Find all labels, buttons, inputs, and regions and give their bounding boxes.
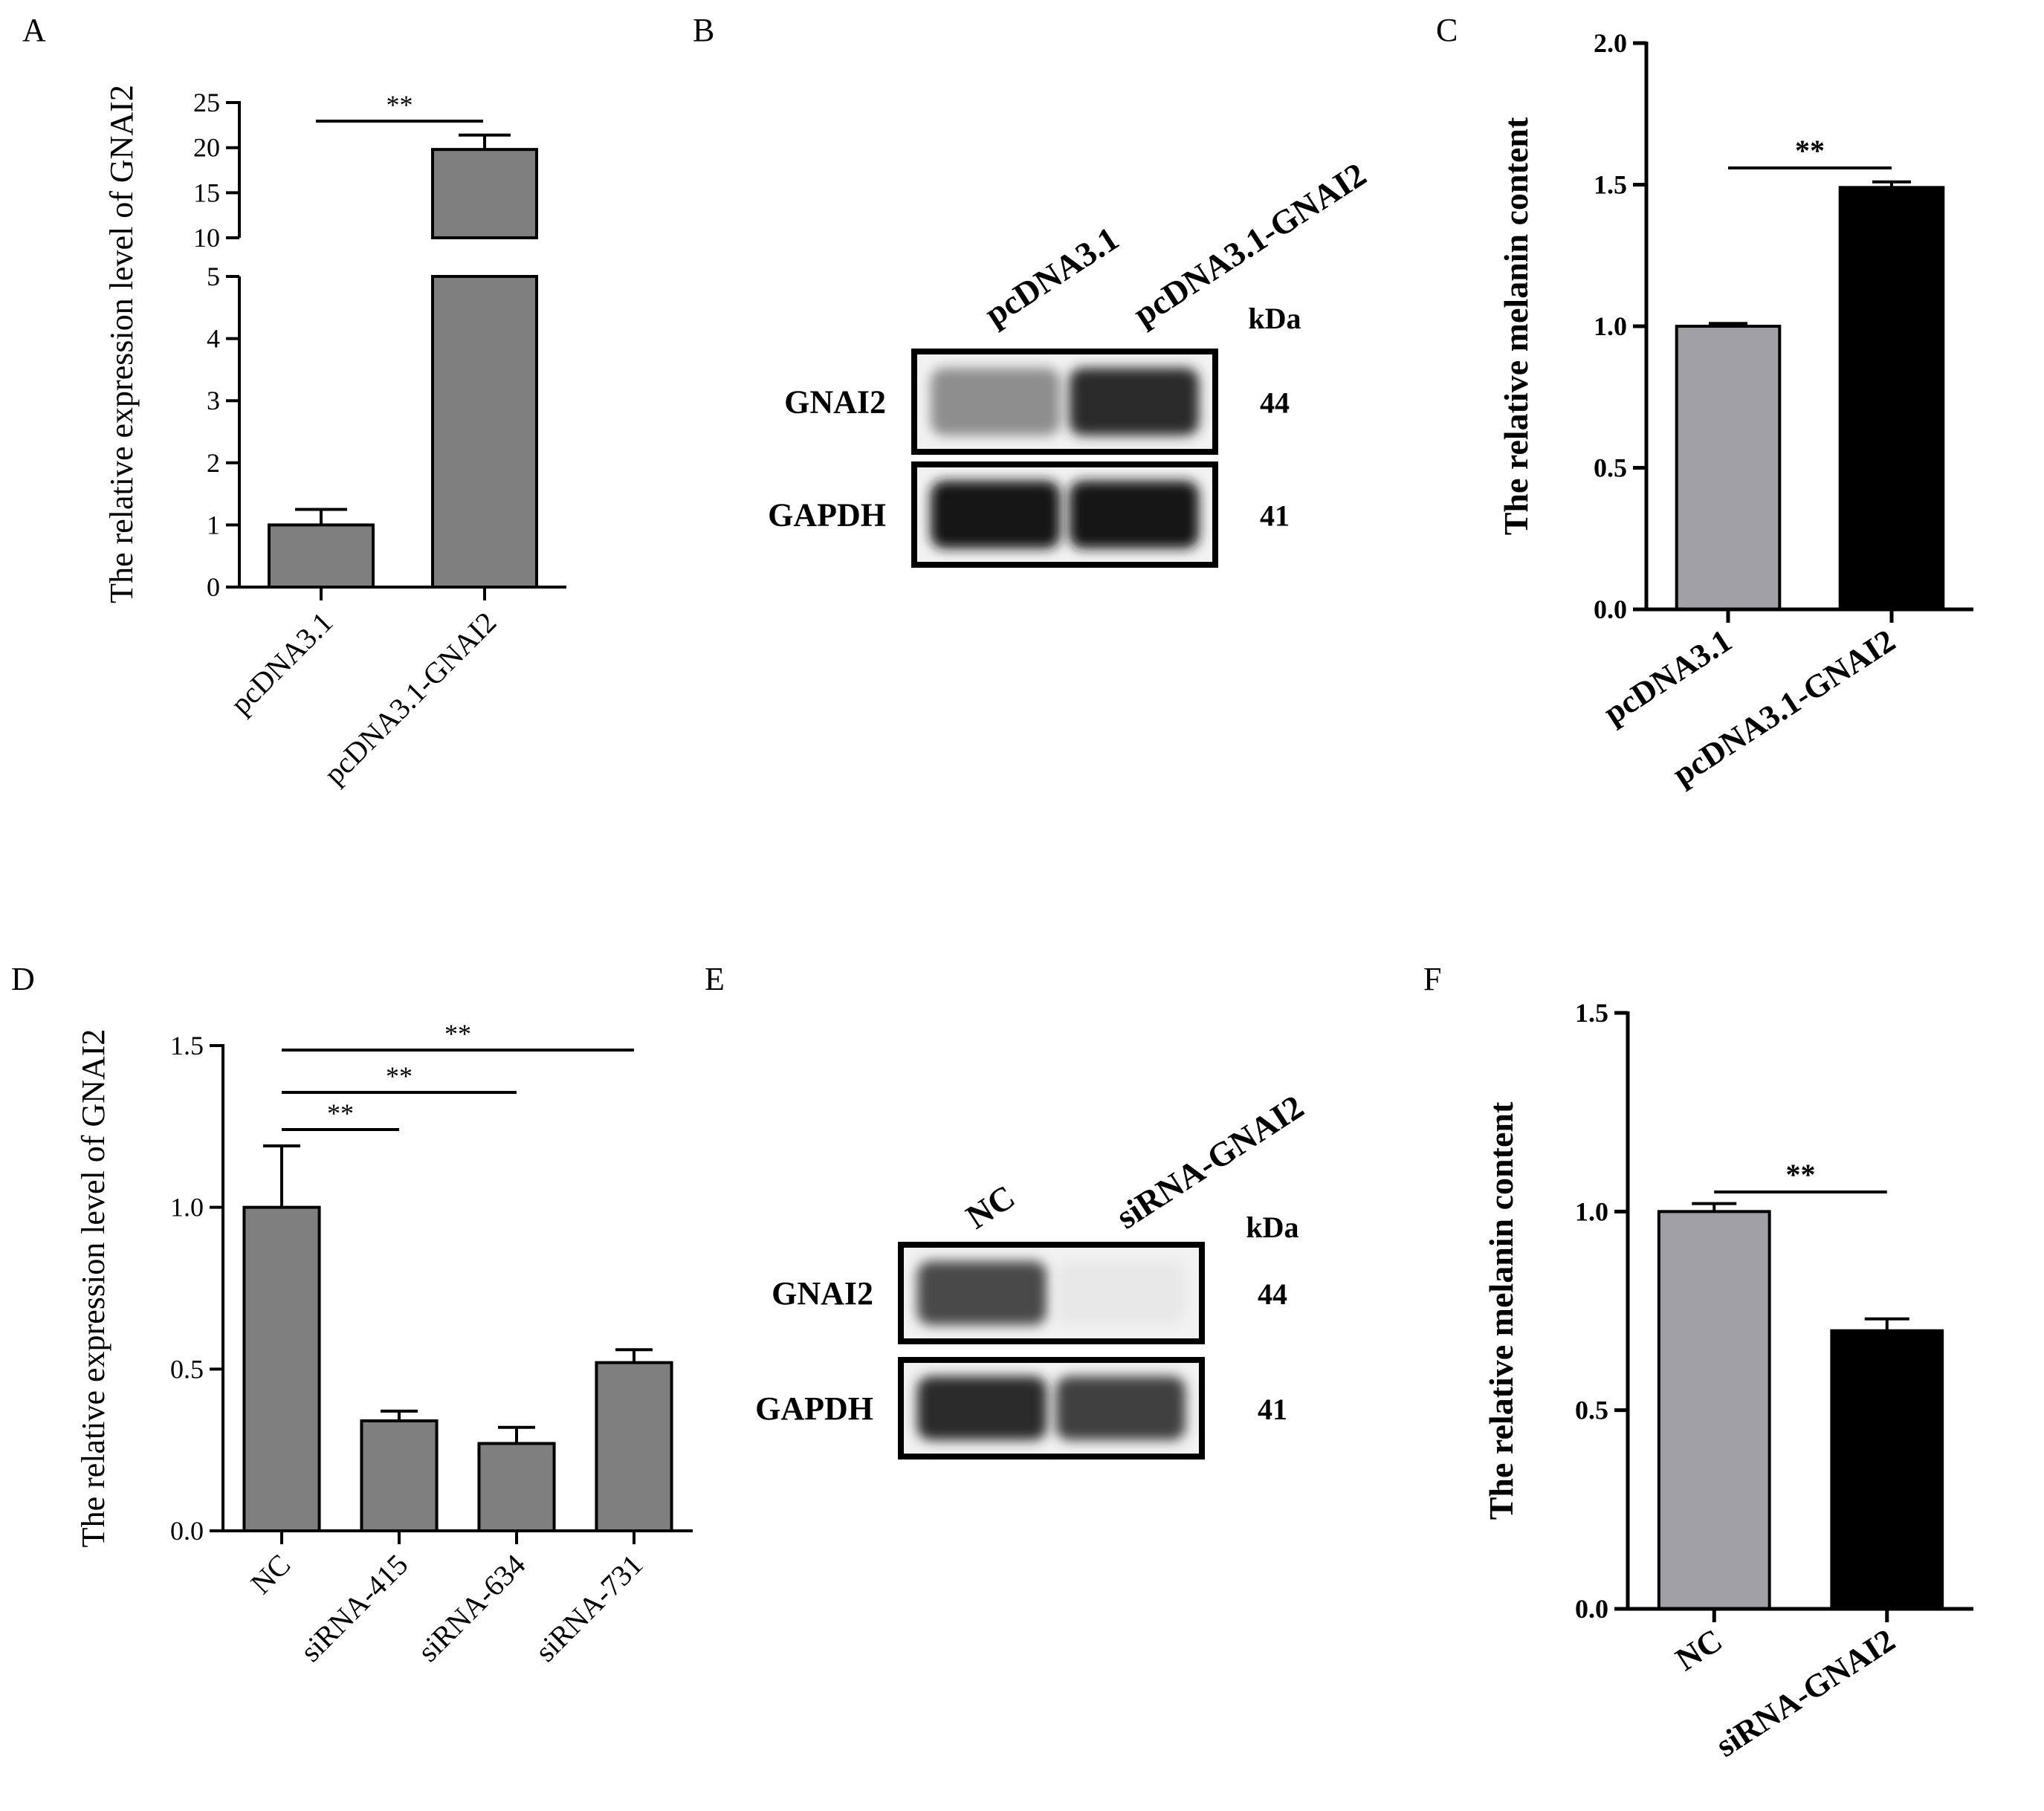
panel-e-band-gnai2-nc [917, 1261, 1047, 1325]
panel-c-label: C [1436, 12, 1458, 48]
panel-f-ytick-label-0-0: 0.0 [1575, 1594, 1608, 1624]
panel-a-label: A [22, 12, 46, 48]
panel-d-ytick-label-1-0: 1.0 [170, 1193, 204, 1222]
panel-a-ytick-label-20: 20 [193, 133, 220, 163]
panel-f-xlabel-sirna-gnai2: siRNA-GNAI2 [1710, 1622, 1901, 1764]
panel-a-significance-label-0: ** [387, 90, 413, 120]
panel-f-significance-label-0: ** [1786, 1158, 1816, 1191]
panel-c-ytick-label-0-0: 0.0 [1594, 595, 1627, 624]
panel-c-xlabel-pcdna3-1: pcDNA3.1 [1597, 622, 1739, 731]
panel-c-chart: pcDNA3.1pcDNA3.1-GNAI20.00.51.01.52.0The… [1497, 28, 1973, 793]
panel-a-bar-pcdna3-1 [268, 523, 375, 589]
panel-a-y-axis-title: The relative expression level of GNAI2 [103, 85, 140, 603]
panel-f-y-axis-title: The relative melanin content [1482, 1101, 1520, 1520]
panel-e-kda-value-gapdh: 41 [1258, 1393, 1287, 1426]
panel-c-ytick-label-2-0: 2.0 [1594, 28, 1627, 58]
panel-d-significance-label-0: ** [327, 1098, 354, 1128]
panel-c-ytick-label-0-5: 0.5 [1594, 453, 1627, 483]
panel-d-ytick-label-0-0: 0.0 [170, 1516, 204, 1546]
panel-f-ytick-label-1-0: 1.0 [1575, 1196, 1608, 1226]
panel-b-kda-value-gapdh: 41 [1260, 499, 1290, 533]
panel-f-bar-nc [1657, 1210, 1771, 1611]
panel-a-ytick-label-15: 15 [193, 178, 220, 207]
panel-e-label: E [705, 961, 725, 997]
panel-d-bar-sirna-731 [595, 1361, 673, 1533]
panel-a-ytick-label-4: 4 [207, 324, 220, 354]
panel-f-ytick-label-0-5: 0.5 [1575, 1396, 1608, 1425]
panel-d-xlabel-sirna-415: siRNA-415 [294, 1548, 414, 1668]
panel-d-ytick-label-1-5: 1.5 [170, 1031, 204, 1060]
panel-e-protein-label-gapdh: GAPDH [755, 1390, 873, 1427]
panel-e-kda-header: kDa [1246, 1211, 1298, 1244]
panel-a-ytick-label-0: 0 [207, 572, 220, 602]
panel-b-kda-header: kDa [1248, 302, 1301, 335]
panel-d-bar-sirna-634 [477, 1442, 556, 1532]
panel-f-label: F [1423, 961, 1441, 997]
panel-e-band-gapdh-nc [917, 1376, 1047, 1440]
panel-b-band-gapdh-pcdna3-1-gnai2 [1069, 481, 1199, 548]
panel-a-bar-pcdna3-1-gnai2-lower [431, 275, 538, 589]
panel-a-ytick-label-3: 3 [207, 386, 220, 415]
panel-a-xlabel-pcdna3-1-gnai2: pcDNA3.1-GNAI2 [317, 606, 502, 791]
panel-d-xlabel-sirna-731: siRNA-731 [528, 1548, 649, 1668]
panel-d-bar-sirna-415 [360, 1419, 439, 1533]
panel-d-xlabel-sirna-634: siRNA-634 [411, 1548, 531, 1668]
panel-b-band-gapdh-pcdna3-1 [931, 481, 1061, 548]
panel-c-y-axis-title: The relative melanin content [1497, 117, 1535, 535]
panel-b-protein-label-gnai2: GNAI2 [784, 384, 886, 421]
panel-b-kda-value-gnai2: 44 [1260, 386, 1290, 420]
panel-d-y-axis-title: The relative expression level of GNAI2 [75, 1029, 111, 1548]
panel-d-bar-nc [242, 1205, 321, 1532]
panel-d-label: D [11, 961, 35, 997]
panel-a-ytick-label-1: 1 [207, 510, 220, 540]
panel-a-ytick-label-2: 2 [207, 448, 220, 478]
panel-e-lane-label-nc: NC [960, 1177, 1022, 1236]
panel-f-ytick-label-1-5: 1.5 [1575, 998, 1608, 1028]
panel-b-label: B [693, 12, 714, 48]
panel-a-ytick-label-5: 5 [207, 262, 220, 291]
panel-d-xlabel-nc: NC [244, 1548, 297, 1601]
panel-d-ytick-label-0-5: 0.5 [170, 1354, 204, 1384]
panel-b-band-gnai2-pcdna3-1-gnai2 [1069, 368, 1199, 435]
panel-b-band-gnai2-pcdna3-1 [931, 368, 1061, 435]
panel-c-ytick-label-1-0: 1.0 [1594, 311, 1627, 341]
panel-a-ytick-label-25: 25 [193, 88, 220, 117]
panel-b-lane-label-pcdna3-1: pcDNA3.1 [978, 219, 1125, 333]
panel-f-xlabel-nc: NC [1669, 1622, 1729, 1678]
panel-f-bar-sirna-gnai2 [1830, 1329, 1944, 1610]
panel-c-ytick-label-1-5: 1.5 [1594, 170, 1627, 200]
panel-c-bar-pcdna3-1 [1675, 325, 1782, 611]
panel-a-bar-pcdna3-1-gnai2-upper [431, 148, 538, 240]
panel-c-significance-label-0: ** [1795, 134, 1825, 167]
panel-e-kda-value-gnai2: 44 [1258, 1277, 1287, 1311]
panel-e-band-gnai2-sirna-gnai2 [1055, 1261, 1186, 1325]
panel-b-protein-label-gapdh: GAPDH [768, 497, 886, 534]
panel-c-bar-pcdna3-1-gnai2 [1838, 186, 1945, 611]
panel-e-protein-label-gnai2: GNAI2 [772, 1275, 873, 1312]
panel-e-band-gapdh-sirna-gnai2 [1055, 1376, 1186, 1440]
panel-a-ytick-label-10: 10 [193, 223, 220, 253]
panel-d-significance-label-2: ** [444, 1019, 471, 1049]
panel-a-xlabel-pcdna3-1: pcDNA3.1 [224, 606, 339, 721]
panel-d-significance-label-1: ** [386, 1061, 413, 1091]
